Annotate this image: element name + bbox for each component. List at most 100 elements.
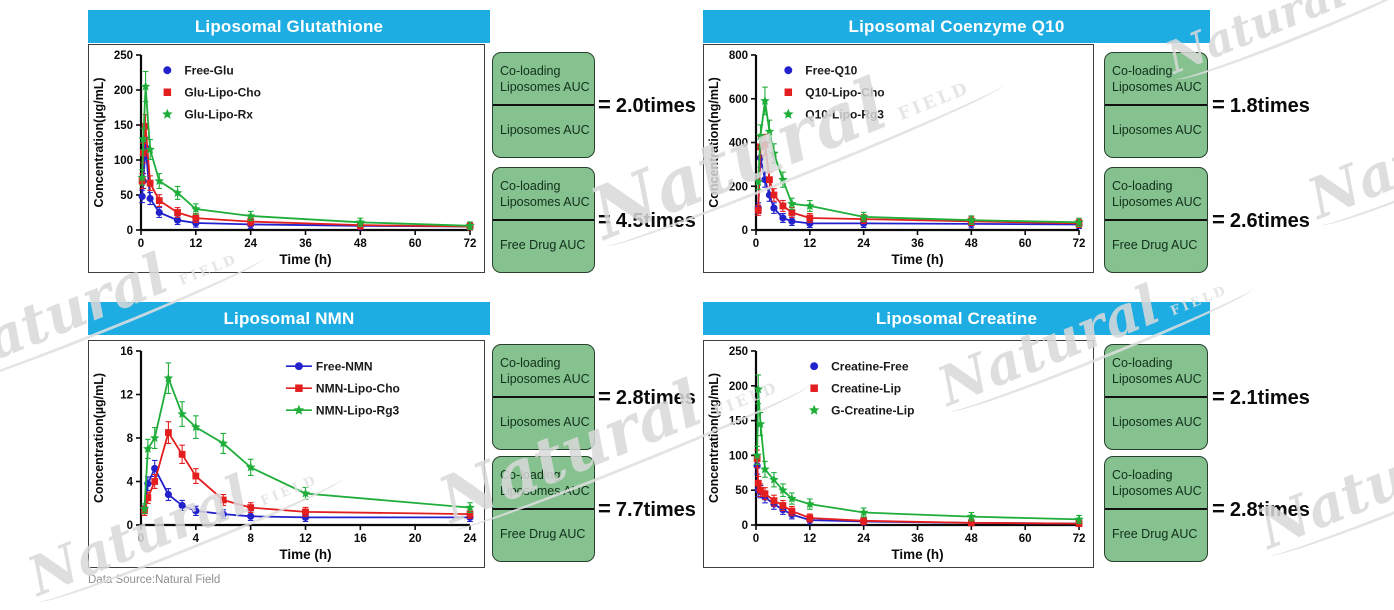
svg-text:250: 250	[729, 346, 748, 358]
svg-text:Concentration(ng/mL): Concentration(ng/mL)	[707, 77, 721, 208]
svg-text:200: 200	[114, 85, 133, 97]
svg-text:0: 0	[753, 533, 759, 545]
chart-canvas-q10: 0 200 400 600 800 0 12 24 36 48 60 72 Time (h) Concen…	[707, 50, 1086, 267]
svg-text:NMN-Lipo-Rg3: NMN-Lipo-Rg3	[316, 403, 400, 417]
panel-title-text: Liposomal Glutathione	[194, 16, 384, 36]
auc-denominator: Free Drug AUC	[1112, 237, 1198, 252]
svg-text:Creatine-Lip: Creatine-Lip	[831, 381, 901, 395]
svg-text:72: 72	[1073, 238, 1086, 250]
ratio-value-q10-2: = 2.6times	[1212, 207, 1310, 233]
svg-text:800: 800	[729, 50, 748, 62]
svg-text:200: 200	[729, 181, 748, 193]
auc-numerator: Co-loading Liposomes AUC	[1112, 179, 1202, 209]
svg-text:0: 0	[138, 238, 144, 250]
fraction-divider	[493, 396, 594, 398]
equals-sign: =	[598, 92, 611, 117]
watermark-word: Natural	[1298, 80, 1394, 233]
svg-text:48: 48	[354, 238, 367, 250]
svg-text:200: 200	[729, 381, 748, 393]
auc-denominator: Liposomes AUC	[1112, 414, 1202, 429]
svg-text:100: 100	[114, 155, 133, 167]
svg-text:60: 60	[409, 238, 422, 250]
auc-ratio-box-q10-2: Co-loading Liposomes AUC Free Drug AUC	[1104, 167, 1208, 273]
ratio-value-glutathione-2: = 4.5times	[598, 207, 696, 233]
panel-title-creatine: Liposomal Creatine	[703, 302, 1210, 335]
panel-title-q10: Liposomal Coenzyme Q10	[703, 10, 1210, 43]
ratio-value-glutathione-1: = 2.0times	[598, 92, 696, 118]
svg-text:Concentration(µg/mL): Concentration(µg/mL)	[707, 373, 721, 503]
equals-sign: =	[1212, 496, 1225, 521]
svg-text:24: 24	[857, 533, 870, 545]
svg-text:50: 50	[735, 485, 748, 497]
fraction-divider	[1105, 219, 1207, 221]
svg-text:Free-Q10: Free-Q10	[805, 63, 857, 77]
ratio-text: 2.8times	[615, 387, 696, 409]
svg-text:48: 48	[965, 238, 978, 250]
svg-text:72: 72	[464, 238, 477, 250]
data-source-note: Data Source:Natural Field	[88, 574, 221, 586]
ratio-value-nmn-2: = 7.7times	[598, 496, 696, 522]
watermark-sub: FIELD	[1356, 0, 1394, 2]
ratio-text: 4.5times	[615, 210, 696, 232]
watermark-word: Natural	[1248, 410, 1394, 563]
ratio-text: 2.8times	[1229, 499, 1310, 521]
svg-text:72: 72	[1073, 533, 1086, 545]
svg-text:Q10-Lipo-Rg3: Q10-Lipo-Rg3	[805, 107, 884, 121]
panel-title-text: Liposomal Coenzyme Q10	[848, 16, 1065, 36]
svg-text:Q10-Lipo-Cho: Q10-Lipo-Cho	[805, 85, 884, 99]
auc-ratio-box-creatine-1: Co-loading Liposomes AUC Liposomes AUC	[1104, 344, 1208, 450]
svg-text:4: 4	[193, 533, 200, 545]
svg-text:100: 100	[729, 450, 748, 462]
watermark: NaturalFIELD	[1248, 384, 1394, 564]
svg-text:G-Creatine-Lip: G-Creatine-Lip	[831, 403, 914, 417]
chart-panel-nmn: 0 4 8 12 16 0 4 8 12 16 20 24 Time (h) Concentration(…	[88, 340, 485, 568]
svg-text:Time (h): Time (h)	[279, 547, 331, 562]
watermark-swoosh	[1319, 96, 1394, 234]
ratio-value-q10-1: = 1.8times	[1212, 92, 1310, 118]
svg-text:Time (h): Time (h)	[279, 252, 331, 267]
ratio-value-creatine-2: = 2.8times	[1212, 496, 1310, 522]
chart-panel-glutathione: 0 50 100 150 200 250 0 12 24 36 48 60 72 Time (h) Conc…	[88, 44, 485, 273]
svg-text:Concentration(µg/mL): Concentration(µg/mL)	[92, 77, 106, 207]
equals-sign: =	[1212, 207, 1225, 232]
auc-ratio-box-creatine-2: Co-loading Liposomes AUC Free Drug AUC	[1104, 456, 1208, 562]
fraction-divider	[493, 104, 594, 106]
fraction-divider	[493, 508, 594, 510]
auc-numerator: Co-loading Liposomes AUC	[1112, 356, 1202, 386]
svg-text:36: 36	[299, 238, 312, 250]
auc-numerator: Co-loading Liposomes AUC	[1112, 64, 1202, 94]
ratio-text: 1.8times	[1229, 95, 1310, 117]
auc-denominator: Free Drug AUC	[500, 237, 586, 252]
svg-text:Time (h): Time (h)	[891, 547, 943, 562]
auc-ratio-box-nmn-2: Co-loading Liposomes AUC Free Drug AUC	[492, 456, 595, 562]
ratio-value-nmn-1: = 2.8times	[598, 384, 696, 410]
svg-text:0: 0	[127, 520, 133, 532]
auc-denominator: Free Drug AUC	[1112, 526, 1198, 541]
svg-text:Glu-Lipo-Cho: Glu-Lipo-Cho	[184, 85, 261, 99]
svg-text:48: 48	[965, 533, 978, 545]
svg-text:24: 24	[464, 533, 477, 545]
auc-numerator: Co-loading Liposomes AUC	[500, 356, 590, 386]
svg-text:Glu-Lipo-Rx: Glu-Lipo-Rx	[184, 107, 253, 121]
ratio-value-creatine-1: = 2.1times	[1212, 384, 1310, 410]
svg-text:16: 16	[120, 346, 133, 358]
auc-denominator: Free Drug AUC	[500, 526, 586, 541]
svg-text:0: 0	[127, 225, 133, 237]
chart-canvas-glutathione: 0 50 100 150 200 250 0 12 24 36 48 60 72 Time (h) Conc…	[92, 50, 477, 267]
svg-text:12: 12	[803, 238, 816, 250]
chart-panel-creatine: 0 50 100 150 200 250 0 12 24 36 48 60 72 Time (h) Conc…	[703, 340, 1094, 568]
svg-text:0: 0	[138, 533, 144, 545]
equals-sign: =	[598, 496, 611, 521]
svg-text:8: 8	[127, 433, 134, 445]
panel-title-text: Liposomal NMN	[223, 308, 355, 328]
svg-text:4: 4	[127, 477, 134, 489]
equals-sign: =	[1212, 384, 1225, 409]
svg-text:24: 24	[857, 238, 870, 250]
chart-panel-q10: 0 200 400 600 800 0 12 24 36 48 60 72 Time (h) Concen…	[703, 44, 1094, 273]
fraction-divider	[1105, 396, 1207, 398]
svg-text:60: 60	[1019, 533, 1032, 545]
auc-ratio-box-nmn-1: Co-loading Liposomes AUC Liposomes AUC	[492, 344, 595, 450]
auc-ratio-box-glutathione-1: Co-loading Liposomes AUC Liposomes AUC	[492, 52, 595, 158]
svg-text:12: 12	[803, 533, 816, 545]
